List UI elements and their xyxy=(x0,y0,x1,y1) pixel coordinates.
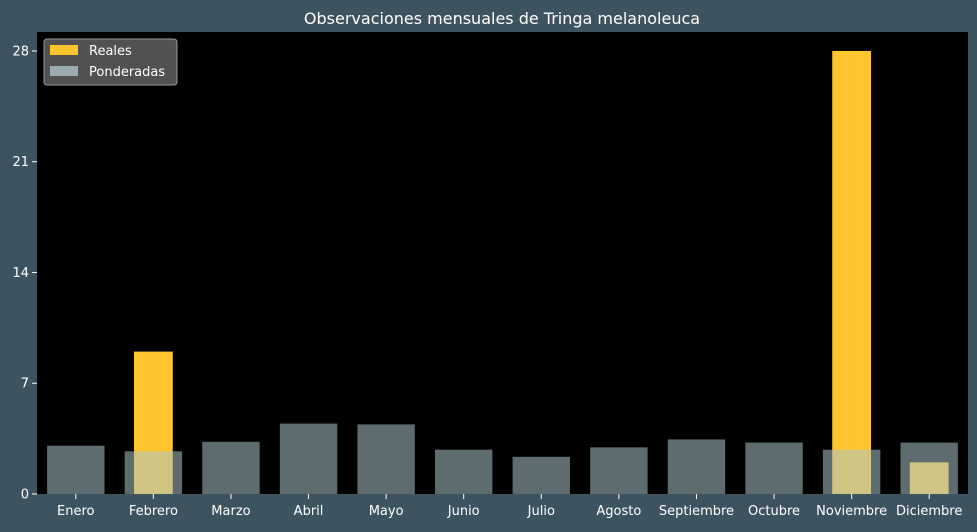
bar-ponderadas-noviembre xyxy=(822,449,881,494)
plot-area xyxy=(37,32,968,494)
x-tick-label-septiembre: Septiembre xyxy=(659,504,734,519)
x-tick-label-noviembre: Noviembre xyxy=(816,504,887,519)
bar-ponderadas-septiembre xyxy=(667,439,726,494)
x-tick-label-junio: Junio xyxy=(447,504,480,519)
x-tick-label-marzo: Marzo xyxy=(211,504,250,519)
axes-layer: 0 7 14 21 28 Enero Febrero Marzo Abril Mayo Junio J… xyxy=(12,44,962,519)
bar-ponderadas-octubre xyxy=(745,442,803,494)
bars-layer xyxy=(47,50,958,495)
y-tick-label: 28 xyxy=(12,44,29,59)
x-tick-label-diciembre: Diciembre xyxy=(896,504,962,519)
bar-ponderadas-mayo xyxy=(357,424,415,494)
y-tick-label: 21 xyxy=(12,155,29,170)
chart-legend: Reales Ponderadas xyxy=(43,38,178,86)
y-tick-label: 7 xyxy=(21,377,29,392)
y-tick-label: 0 xyxy=(21,488,29,503)
bar-ponderadas-abril xyxy=(279,423,338,494)
bar-ponderadas-diciembre xyxy=(900,442,958,494)
legend-label-ponderadas: Ponderadas xyxy=(89,65,165,80)
x-tick-label-agosto: Agosto xyxy=(596,504,641,519)
bar-ponderadas-febrero xyxy=(124,451,183,494)
legend-swatch-ponderadas xyxy=(50,66,78,76)
x-tick-label-enero: Enero xyxy=(57,504,95,519)
bar-ponderadas-junio xyxy=(435,449,493,494)
bar-reales-noviembre xyxy=(832,50,872,495)
x-tick-label-mayo: Mayo xyxy=(369,504,404,519)
chart-title: Observaciones mensuales de Tringa melano… xyxy=(304,9,700,28)
x-tick-label-octubre: Octubre xyxy=(748,504,800,519)
bar-ponderadas-enero xyxy=(47,445,105,494)
bar-ponderadas-agosto xyxy=(590,447,648,494)
bar-ponderadas-julio xyxy=(512,456,570,494)
x-tick-label-julio: Julio xyxy=(527,504,555,519)
y-tick-label: 14 xyxy=(12,266,29,281)
x-tick-label-abril: Abril xyxy=(294,504,324,519)
legend-label-reales: Reales xyxy=(89,44,132,59)
legend-swatch-reales xyxy=(50,45,78,55)
x-tick-label-febrero: Febrero xyxy=(129,504,178,519)
bar-ponderadas-marzo xyxy=(202,441,260,494)
